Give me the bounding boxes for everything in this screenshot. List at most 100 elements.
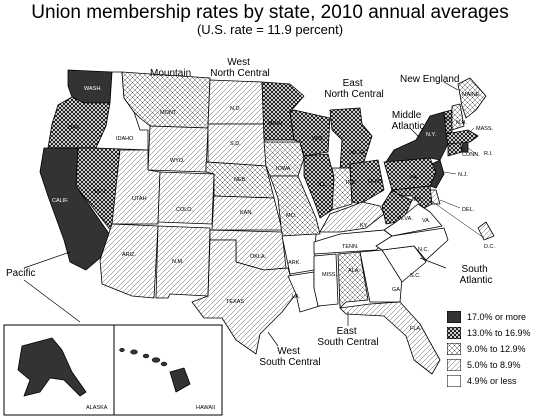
region-label-east-south-central-text: South Central: [317, 337, 378, 348]
state-mass: [445, 129, 479, 145]
region-label-pacific: Pacific: [6, 268, 35, 279]
state-label-ga: GA.: [392, 287, 402, 293]
state-label-nh: N.H.: [456, 120, 467, 126]
legend-label: 9.0% to 12.9%: [467, 344, 526, 354]
state-label-calif: CALIF.: [52, 198, 69, 204]
legend-item: 17.0% or more: [447, 309, 540, 325]
state-ga: [359, 249, 403, 303]
state-hawaii: [169, 367, 191, 393]
state-nh: [451, 103, 465, 131]
state-dc: [477, 221, 495, 241]
hawaii-inset-frame: [113, 324, 223, 416]
legend-swatch: [447, 343, 461, 355]
state-label-tenn: TENN.: [342, 244, 359, 250]
region-label-west-south-central: West South Central: [259, 346, 320, 368]
state-label-vt: VT.: [444, 117, 452, 123]
state-wyo: [147, 125, 209, 173]
region-pointers: [23, 81, 459, 347]
state-label-ky: KY.: [360, 223, 369, 229]
state-label-minn: MINN.: [268, 121, 284, 127]
state-texas: [191, 239, 297, 355]
state-label-ala: ALA.: [348, 268, 360, 274]
state-label-ark: ARK.: [288, 260, 301, 266]
state-label-dc: D.C.: [484, 244, 495, 250]
state-mich: [329, 107, 373, 171]
state-label-iowa: IOWA: [276, 166, 291, 172]
state-miss: [313, 253, 339, 307]
state-nj: [429, 159, 445, 189]
state-label-del: DEL.: [462, 207, 475, 213]
state-label-mo: MO.: [286, 213, 297, 219]
state-label-miss: MISS.: [322, 272, 337, 278]
state-ind: [331, 167, 353, 211]
state-label-wva: W.VA.: [398, 216, 413, 222]
state-nd: [207, 79, 265, 125]
state-label-texas: TEXAS: [226, 299, 244, 305]
state-alaska: [17, 337, 87, 397]
state-label-nc: N.C.: [418, 247, 429, 253]
state-label-utah: UTAH: [132, 196, 147, 202]
state-label-hawaii: HAWAII: [196, 405, 216, 411]
state-label-conn: CONN.: [462, 152, 480, 158]
region-label-east-south-central: East South Central: [317, 326, 378, 348]
region-label-south-atlantic: South Atlantic: [460, 264, 493, 286]
state-label-nev: NEV.: [94, 189, 107, 195]
hawaii-island: [160, 361, 168, 367]
region-label-east-north-central: East North Central: [324, 78, 383, 100]
state-md: [391, 185, 433, 209]
state-mo: [269, 175, 321, 237]
region-label-east-north-central-text: East: [343, 78, 363, 89]
hawaii-island: [130, 349, 138, 355]
state-label-wash: WASH.: [84, 86, 102, 92]
state-label-va: VA.: [422, 218, 431, 224]
map-title: Union membership rates by state, 2010 an…: [31, 2, 509, 23]
state-label-alaska: ALASKA: [86, 405, 108, 411]
region-label-west-north-central: West North Central: [210, 57, 269, 79]
legend-swatch: [447, 311, 461, 323]
region-label-south-atlantic-text: Atlantic: [460, 275, 493, 286]
region-label-mountain: Mountain: [150, 68, 191, 79]
region-label-east-north-central-text: North Central: [324, 89, 383, 100]
region-label-east-south-central-text: East: [337, 326, 357, 337]
region-label-middle-atlantic-text: Middle: [392, 110, 422, 121]
state-label-wyo: WYO.: [170, 158, 185, 164]
state-ky: [319, 201, 385, 233]
state-label-md: MD.: [412, 197, 423, 203]
state-ohio: [349, 159, 385, 205]
hawaii-island: [151, 357, 161, 363]
state-label-ohio: OHIO: [368, 179, 383, 185]
hawaii-island: [119, 347, 125, 353]
region-label-west-north-central-text: North Central: [210, 68, 269, 79]
state-maine: [457, 77, 487, 119]
region-label-west-south-central-text: West: [277, 346, 300, 357]
state-vt: [443, 109, 453, 135]
legend-swatch: [447, 375, 461, 387]
state-label-kan: KAN.: [240, 210, 253, 216]
state-pa: [383, 157, 437, 191]
region-label-middle-atlantic: Middle Atlantic: [392, 110, 425, 132]
region-label-new-england: New England: [400, 74, 459, 85]
state-fla: [339, 301, 441, 375]
state-label-wis: WIS.: [312, 136, 324, 142]
state-label-ind: IND.: [346, 180, 357, 186]
state-ariz: [99, 223, 159, 299]
state-label-la: LA.: [292, 294, 301, 300]
state-ala: [337, 251, 369, 309]
state-ri: [461, 141, 469, 153]
region-label-middle-atlantic-text: Atlantic: [392, 121, 425, 132]
map-legend: 17.0% or more 13.0% to 16.9% 9.0% to 12.…: [447, 309, 540, 389]
legend-item: 9.0% to 12.9%: [447, 341, 540, 357]
state-ill: [303, 153, 335, 219]
map-subtitle: (U.S. rate = 11.9 percent): [196, 22, 344, 37]
state-nm: [155, 225, 211, 299]
region-label-west-south-central-text: South Central: [259, 357, 320, 368]
state-label-neb: NEB.: [234, 177, 247, 183]
state-label-mont: MONT.: [160, 110, 178, 116]
hawaii-island: [142, 353, 150, 359]
state-label-nd: N.D.: [230, 106, 241, 112]
state-label-maine: MAINE: [462, 92, 480, 98]
region-label-west-north-central-text: West: [227, 57, 250, 68]
state-label-mass: MASS.: [476, 126, 494, 132]
state-label-ill: ILL.: [318, 182, 328, 188]
state-label-sd: S.D.: [230, 141, 241, 147]
